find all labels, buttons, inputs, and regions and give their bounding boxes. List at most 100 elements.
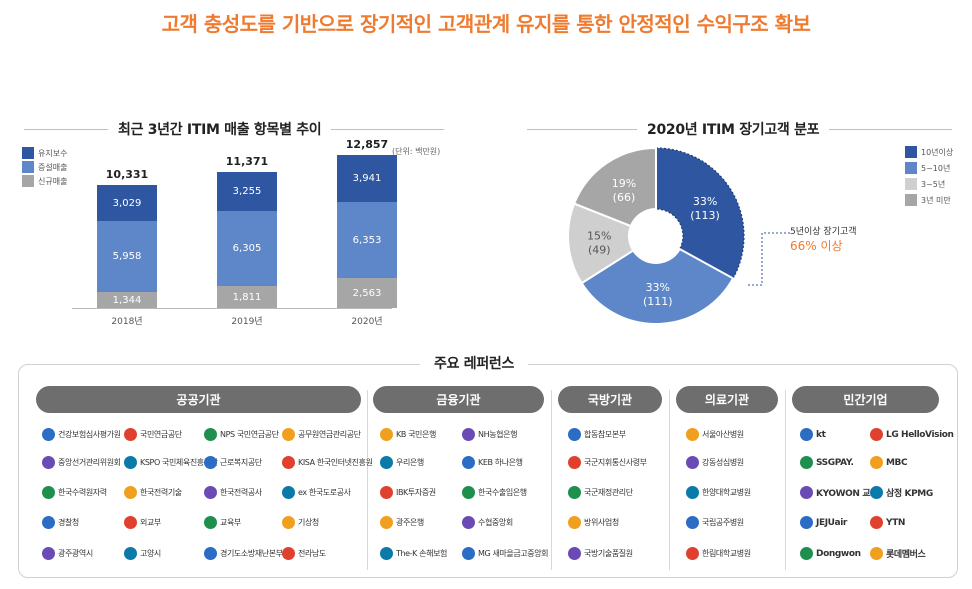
legend-item-5-10y: 5~10년 bbox=[905, 160, 953, 176]
emblem-icon bbox=[380, 456, 393, 469]
logo-text: 중앙선거관리위원회 bbox=[58, 458, 121, 467]
logo-text: KEB 하나은행 bbox=[478, 458, 523, 467]
emblem-icon bbox=[800, 486, 813, 499]
emblem-icon bbox=[800, 428, 813, 441]
reference-logo: 외교부 bbox=[124, 516, 161, 529]
donut-count-label: (113) bbox=[690, 209, 720, 222]
bar-value-label: 2,563 bbox=[352, 287, 382, 299]
logo-text: 경찰청 bbox=[58, 518, 79, 527]
right-chart-title: 2020년 ITIM 장기고객 분포 bbox=[637, 119, 830, 139]
bar-value-label: 6,353 bbox=[352, 234, 382, 246]
donut-percent-label: 19% bbox=[612, 177, 636, 190]
logo-text: 롯데멤버스 bbox=[886, 550, 926, 560]
emblem-icon bbox=[380, 486, 393, 499]
reference-logo: 국방기술품질원 bbox=[568, 547, 633, 560]
emblem-icon bbox=[568, 547, 581, 560]
reference-logo: NPS 국민연금공단 bbox=[204, 428, 279, 441]
reference-logo: KISA 한국인터넷진흥원 bbox=[282, 456, 373, 469]
emblem-icon bbox=[870, 456, 883, 469]
annotation-title: 5년이상 장기고객 bbox=[790, 227, 857, 237]
emblem-icon bbox=[124, 516, 137, 529]
logo-text: 공무원연금관리공단 bbox=[298, 430, 361, 439]
donut-slice bbox=[567, 202, 635, 285]
logo-text: MBC bbox=[886, 457, 908, 468]
reference-logo: 경찰청 bbox=[42, 516, 79, 529]
bar-total-label: 10,331 bbox=[105, 168, 149, 181]
reference-logo: MBC bbox=[870, 456, 908, 469]
reference-logo: kt bbox=[800, 428, 826, 441]
reference-logo: 광주광역시 bbox=[42, 547, 93, 560]
reference-logo: 한양대학교병원 bbox=[686, 486, 751, 499]
logo-text: MG 새마을금고중앙회 bbox=[478, 549, 549, 558]
emblem-icon bbox=[686, 456, 699, 469]
reference-logo: 전라남도 bbox=[282, 547, 326, 560]
reference-logo: 우리은행 bbox=[380, 456, 424, 469]
reference-logo: 한국수력원자력 bbox=[42, 486, 107, 499]
bar-segment: 2,563 bbox=[337, 278, 397, 308]
column-divider bbox=[785, 390, 786, 570]
logo-text: 건강보험심사평가원 bbox=[58, 430, 121, 439]
emblem-icon bbox=[42, 456, 55, 469]
bar-column: 1,344 5,958 3,029 10,331 2018년 bbox=[97, 0, 157, 340]
emblem-icon bbox=[204, 428, 217, 441]
reference-logo: 합동참모본부 bbox=[568, 428, 626, 441]
emblem-icon bbox=[42, 428, 55, 441]
donut-count-label: (66) bbox=[613, 191, 636, 204]
donut-count-label: (49) bbox=[588, 243, 611, 256]
reference-logo: 기상청 bbox=[282, 516, 319, 529]
emblem-icon bbox=[42, 547, 55, 560]
bar-value-label: 1,811 bbox=[232, 291, 262, 303]
reference-logo: YTN bbox=[870, 516, 905, 529]
emblem-icon bbox=[42, 486, 55, 499]
emblem-icon bbox=[686, 486, 699, 499]
reference-logo: SSGPAY. bbox=[800, 456, 854, 469]
reference-logo: ex 한국도로공사 bbox=[282, 486, 351, 499]
logo-text: The-K 손해보험 bbox=[396, 549, 447, 558]
bar-value-label: 1,344 bbox=[112, 294, 142, 306]
logo-text: 한양대학교병원 bbox=[702, 488, 751, 497]
logo-text: 국방기술품질원 bbox=[584, 549, 633, 558]
legend-swatch bbox=[22, 147, 34, 159]
logo-text: 국립공주병원 bbox=[702, 518, 744, 527]
logo-text: KB 국민은행 bbox=[396, 430, 436, 439]
emblem-icon bbox=[568, 516, 581, 529]
stacked-bar-chart: 1,344 5,958 3,029 10,331 2018년 1,811 6,305 3,25… bbox=[72, 0, 397, 340]
reference-logo: 중앙선거관리위원회 bbox=[42, 456, 121, 469]
legend-item-3-5y: 3~5년 bbox=[905, 176, 953, 192]
logo-text: 방위사업청 bbox=[584, 518, 619, 527]
logo-text: 우리은행 bbox=[396, 458, 424, 467]
reference-logo: 삼정 KPMG bbox=[870, 486, 933, 499]
emblem-icon bbox=[870, 428, 883, 441]
logo-text: 경기도소방재난본부 bbox=[220, 549, 283, 558]
emblem-icon bbox=[870, 516, 883, 529]
logo-text: 수협중앙회 bbox=[478, 518, 513, 527]
donut-percent-label: 33% bbox=[646, 281, 670, 294]
logo-text: 국군지휘통신사령부 bbox=[584, 458, 647, 467]
reference-logo: 고양시 bbox=[124, 547, 161, 560]
emblem-icon bbox=[686, 547, 699, 560]
references-title: 주요 레퍼런스 bbox=[420, 353, 529, 373]
emblem-icon bbox=[380, 547, 393, 560]
reference-logo: 공무원연금관리공단 bbox=[282, 428, 361, 441]
donut-percent-label: 15% bbox=[587, 229, 611, 242]
logo-text: 고양시 bbox=[140, 549, 161, 558]
legend-item-new: 신규매출 bbox=[22, 174, 67, 188]
bar-segment: 6,353 bbox=[337, 202, 397, 278]
reference-logo: JEJUair bbox=[800, 516, 847, 529]
column-divider bbox=[367, 390, 368, 570]
emblem-icon bbox=[124, 547, 137, 560]
category-private: 민간기업 bbox=[792, 386, 939, 413]
logo-text: KSPO 국민체육진흥공단 bbox=[140, 458, 218, 467]
logo-text: IBK투자증권 bbox=[396, 488, 436, 497]
logo-text: SSGPAY. bbox=[816, 457, 854, 468]
emblem-icon bbox=[282, 456, 295, 469]
reference-logo: 근로복지공단 bbox=[204, 456, 262, 469]
reference-logo: KB 국민은행 bbox=[380, 428, 436, 441]
x-tick-label: 2019년 bbox=[231, 317, 263, 327]
legend-item-expansion: 증설매출 bbox=[22, 160, 67, 174]
reference-logo: 한국전력공사 bbox=[204, 486, 262, 499]
emblem-icon bbox=[124, 456, 137, 469]
legend-swatch bbox=[905, 146, 917, 158]
reference-logo: KYOWON 교원 bbox=[800, 486, 878, 499]
